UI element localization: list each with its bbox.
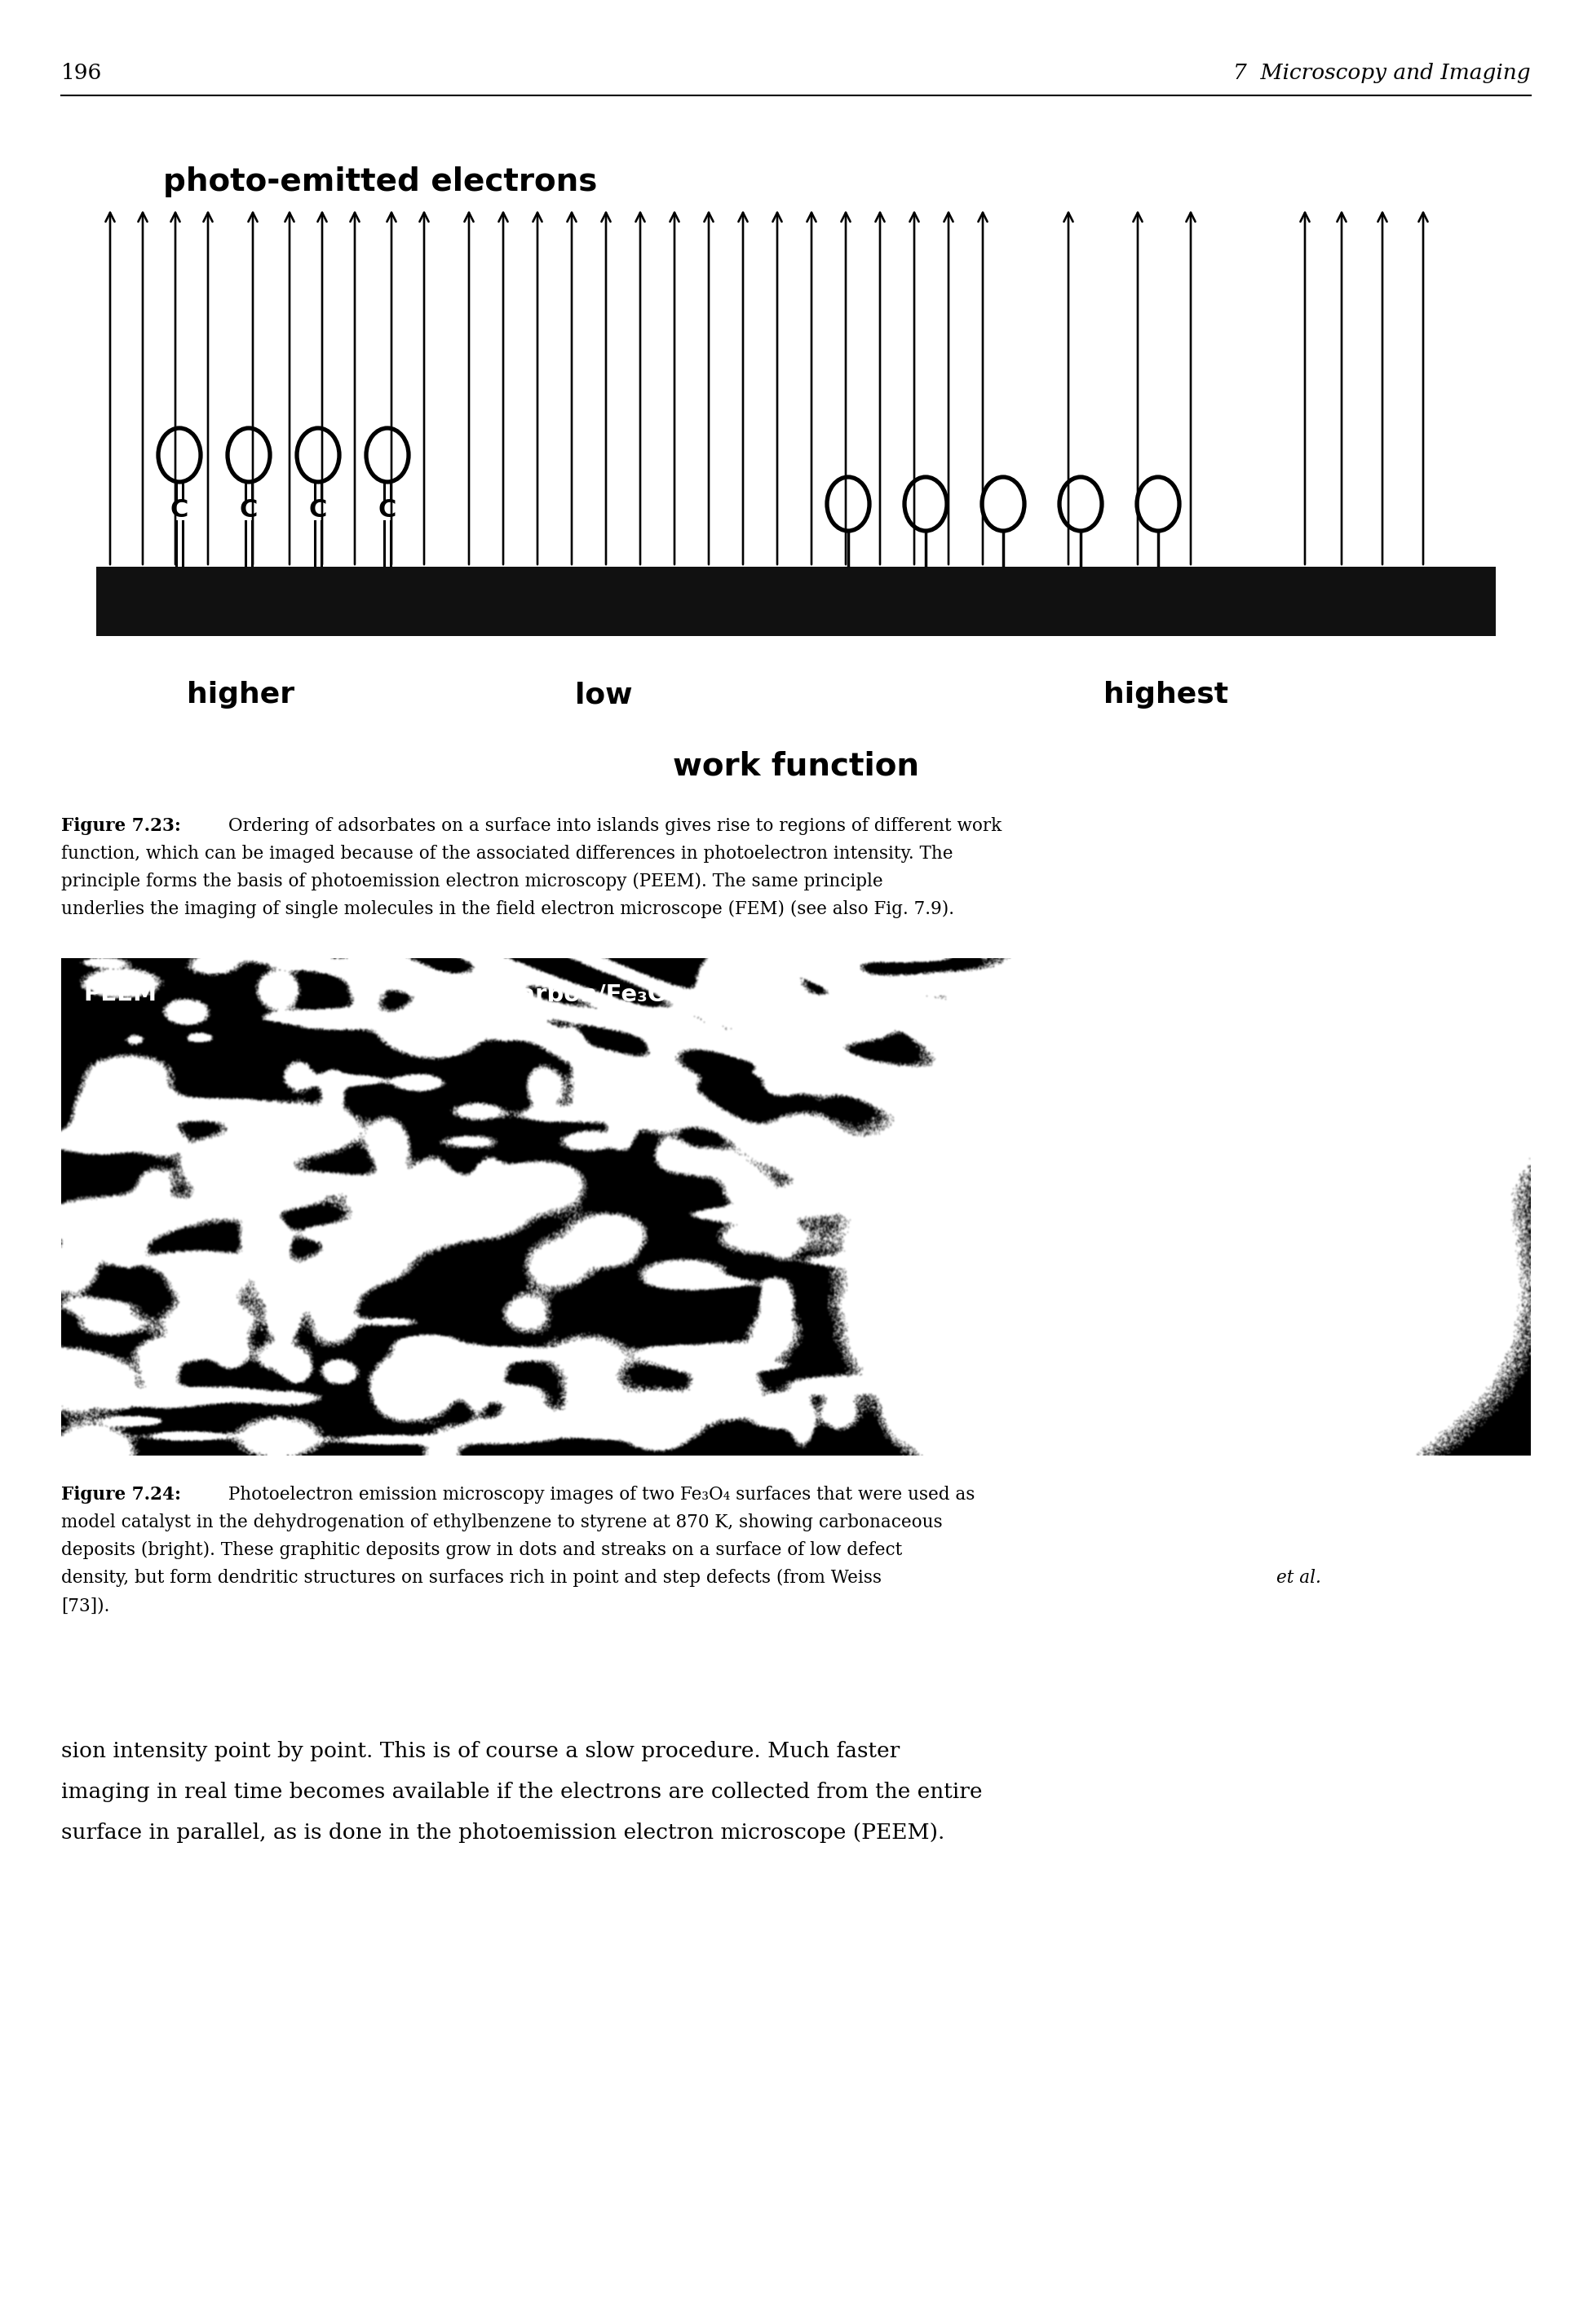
Text: C: C (170, 497, 188, 521)
Text: work function: work function (673, 751, 919, 781)
Text: highest: highest (1103, 681, 1229, 709)
Text: model catalyst in the dehydrogenation of ethylbenzene to styrene at 870 K, showi: model catalyst in the dehydrogenation of… (60, 1513, 942, 1532)
Text: C: C (379, 497, 396, 521)
Text: et al.: et al. (1277, 1569, 1321, 1587)
Text: imaging in real time becomes available if the electrons are collected from the e: imaging in real time becomes available i… (60, 1783, 982, 1801)
Text: PEEM: PEEM (83, 983, 156, 1006)
Text: higher: higher (186, 681, 295, 709)
Text: surface in parallel, as is done in the photoemission electron microscope (PEEM).: surface in parallel, as is done in the p… (60, 1822, 944, 1843)
Text: function, which can be imaged because of the associated differences in photoelec: function, which can be imaged because of… (60, 846, 954, 862)
Text: Figure 7.23:: Figure 7.23: (60, 818, 181, 834)
Text: C: C (309, 497, 328, 521)
Text: photo-emitted electrons: photo-emitted electrons (162, 167, 597, 198)
Text: density, but form dendritic structures on surfaces rich in point and step defect: density, but form dendritic structures o… (60, 1569, 887, 1587)
Text: 196: 196 (60, 63, 102, 84)
Text: Photoelectron emission microscopy images of two Fe₃O₄ surfaces that were used as: Photoelectron emission microscopy images… (223, 1485, 974, 1504)
Text: underlies the imaging of single molecules in the field electron microscope (FEM): underlies the imaging of single molecule… (60, 899, 954, 918)
Text: 7  Microscopy and Imaging: 7 Microscopy and Imaging (1234, 63, 1532, 84)
Text: deposits (bright). These graphitic deposits grow in dots and streaks on a surfac: deposits (bright). These graphitic depos… (60, 1541, 903, 1559)
Text: low: low (575, 681, 632, 709)
Text: [73]).: [73]). (60, 1597, 110, 1615)
Text: Carbon/Fe₃O₄: Carbon/Fe₃O₄ (501, 983, 678, 1006)
Text: Ordering of adsorbates on a surface into islands gives rise to regions of differ: Ordering of adsorbates on a surface into… (223, 818, 1001, 834)
Bar (96, 567, 1496, 637)
Text: C: C (240, 497, 258, 521)
Text: principle forms the basis of photoemission electron microscopy (PEEM). The same : principle forms the basis of photoemissi… (60, 872, 884, 890)
Text: sion intensity point by point. This is of course a slow procedure. Much faster: sion intensity point by point. This is o… (60, 1741, 899, 1762)
Text: Figure 7.24:: Figure 7.24: (60, 1485, 181, 1504)
